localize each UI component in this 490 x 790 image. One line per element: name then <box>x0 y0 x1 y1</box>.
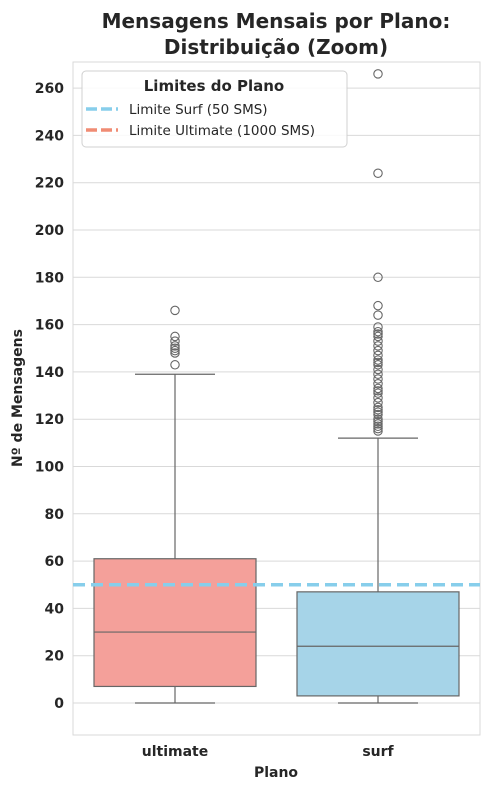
y-tick-label: 140 <box>35 365 64 381</box>
outlier-point <box>373 409 383 420</box>
outlier-point <box>373 423 383 434</box>
outlier-point <box>373 364 383 375</box>
y-axis-label: Nº de Mensagens <box>10 329 26 467</box>
outlier-point <box>373 397 383 408</box>
outlier-point <box>373 393 383 403</box>
legend-label: Limite Surf (50 SMS) <box>129 102 268 118</box>
legend-frame <box>81 70 348 148</box>
y-tick-label: 20 <box>45 649 65 665</box>
box-ultimate <box>93 305 257 704</box>
legend-label: Limite Ultimate (1000 SMS) <box>129 123 315 139</box>
y-tick-label: 120 <box>35 412 64 428</box>
outlier-point <box>373 416 383 427</box>
outlier-point <box>373 369 383 380</box>
outlier-point <box>373 357 383 368</box>
outlier-point <box>170 331 180 342</box>
outlier-point <box>373 69 383 79</box>
outlier-point <box>373 414 383 424</box>
outlier-point <box>373 386 383 396</box>
x-axis-label: Plano <box>254 765 298 781</box>
outlier-point <box>373 300 383 311</box>
outlier-point <box>373 341 383 351</box>
outlier-point <box>373 336 383 346</box>
y-tick-label: 80 <box>45 507 65 523</box>
y-tick-label: 100 <box>35 460 64 476</box>
outlier-point <box>373 419 383 429</box>
y-tick-label: 40 <box>45 601 65 617</box>
outlier-point <box>373 310 383 320</box>
chart-subtitle: Distribuição (Zoom) <box>164 35 388 59</box>
y-tick-label: 240 <box>35 128 64 144</box>
outlier-point <box>373 388 383 398</box>
outlier-point <box>373 378 383 389</box>
y-tick-label: 60 <box>45 554 65 570</box>
y-axis-ticks: 0 20 40 60 80 100 120 140 160 180 200 220 240 260 <box>35 81 64 712</box>
outlier-point <box>373 402 383 413</box>
outlier-point <box>373 329 383 339</box>
y-tick-label: 180 <box>35 270 64 286</box>
outlier-point <box>373 407 383 417</box>
x-tick-label: ultimate <box>142 744 208 760</box>
y-tick-label: 0 <box>54 696 64 712</box>
outlier-point <box>373 322 383 332</box>
outlier-point <box>373 272 383 283</box>
legend-title: Limites do Plano <box>144 77 284 95</box>
outlier-point <box>373 374 383 384</box>
outlier-point <box>373 360 383 370</box>
boxes <box>93 69 460 704</box>
outlier-point <box>170 341 180 351</box>
outlier-point <box>373 345 383 356</box>
iqr-box <box>93 558 257 688</box>
box-surf <box>296 69 460 704</box>
outlier-point <box>373 383 383 394</box>
legend-items: Limite Surf (50 SMS) Limite Ultimate (100… <box>86 102 315 139</box>
outlier-point <box>373 421 383 432</box>
outlier-point <box>170 336 180 346</box>
y-tick-label: 260 <box>35 81 64 97</box>
iqr-box <box>296 591 460 697</box>
outlier-point <box>170 360 180 370</box>
outlier-point <box>373 404 383 415</box>
outlier-point <box>373 326 383 337</box>
outlier-point <box>373 350 383 361</box>
outlier-point <box>170 305 180 316</box>
outlier-point <box>170 343 180 353</box>
y-tick-label: 200 <box>35 223 64 239</box>
y-tick-label: 220 <box>35 176 64 192</box>
outlier-point <box>373 331 383 342</box>
outlier-point <box>170 345 180 356</box>
outlier-point <box>373 168 383 178</box>
legend: Limites do Plano Limite Surf (50 SMS)Lim… <box>81 70 348 148</box>
y-tick-label: 160 <box>35 318 64 334</box>
outlier-point <box>170 348 180 358</box>
chart-title: Mensagens Mensais por Plano: <box>102 9 451 33</box>
outlier-point <box>373 426 383 436</box>
x-tick-label: surf <box>362 744 394 760</box>
x-axis-ticks: ultimate surf <box>142 744 395 760</box>
outlier-point <box>373 355 383 365</box>
